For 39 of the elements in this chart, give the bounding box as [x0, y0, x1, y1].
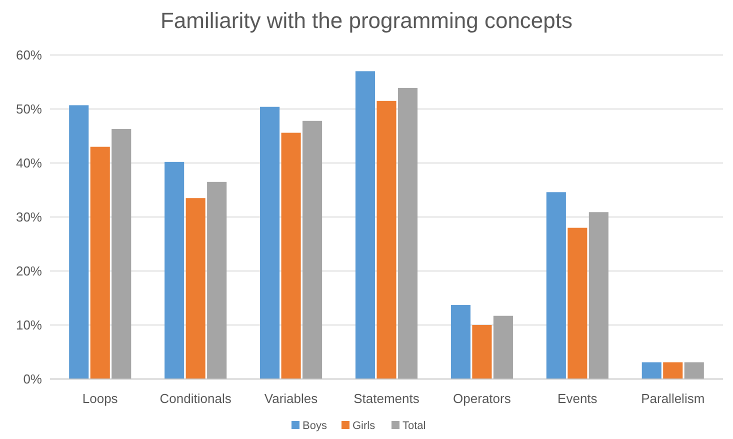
x-tick-label: Parallelism [641, 391, 705, 406]
bar [546, 192, 566, 379]
y-tick-label: 30% [16, 210, 42, 225]
bar [164, 162, 184, 379]
y-tick-label: 0% [23, 372, 42, 387]
x-tick-label: Loops [82, 391, 118, 406]
x-tick-label: Events [558, 391, 598, 406]
x-tick-label: Operators [453, 391, 512, 406]
bar [472, 325, 492, 379]
bar [355, 71, 376, 379]
bar [376, 100, 396, 379]
bar [112, 128, 132, 379]
y-tick-label: 10% [16, 318, 42, 333]
legend-label: Boys [302, 420, 328, 432]
x-tick-label: Conditionals [160, 391, 232, 406]
y-tick-label: 60% [16, 48, 42, 63]
bar [588, 212, 608, 379]
y-tick-label: 50% [16, 102, 42, 117]
bar [684, 362, 704, 379]
bar [398, 88, 418, 379]
bar [450, 305, 470, 379]
bar [493, 316, 513, 379]
bar [69, 105, 89, 379]
bar [568, 228, 588, 379]
legend-label: Girls [352, 420, 376, 432]
bar [281, 132, 301, 379]
bar [207, 182, 227, 379]
legend-label: Total [402, 420, 426, 432]
bar [186, 198, 206, 379]
bar [302, 120, 322, 379]
bar [90, 146, 110, 379]
bar [642, 362, 662, 379]
bar [260, 106, 280, 379]
bar [663, 362, 683, 379]
x-tick-label: Variables [264, 391, 318, 406]
chart-title: Familiarity with the programming concepts [160, 8, 573, 33]
x-tick-label: Statements [354, 391, 420, 406]
y-tick-label: 40% [16, 156, 42, 171]
y-tick-label: 20% [16, 264, 42, 279]
